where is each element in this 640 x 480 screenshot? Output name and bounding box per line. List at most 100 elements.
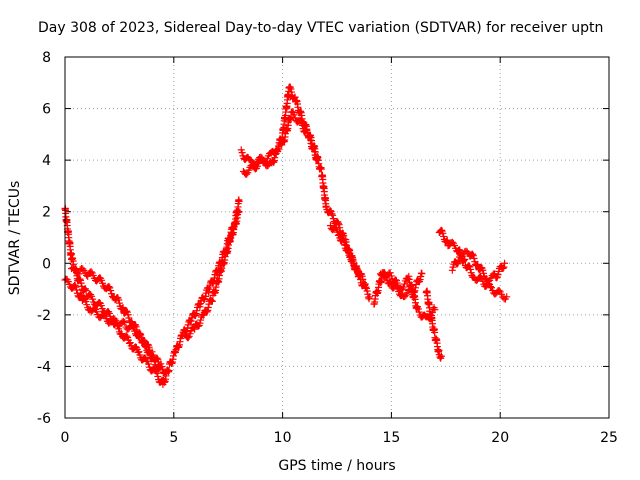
- data-point: [105, 283, 113, 291]
- data-point: [154, 372, 162, 380]
- data-point: [339, 235, 347, 243]
- data-point: [329, 211, 337, 219]
- data-point: [235, 208, 243, 216]
- data-point: [499, 264, 507, 272]
- data-point: [98, 276, 106, 284]
- data-point: [123, 332, 131, 340]
- x-tick-label: 10: [274, 430, 292, 446]
- data-point: [273, 148, 281, 156]
- data-point: [401, 293, 409, 301]
- data-point: [119, 303, 127, 311]
- data-point: [193, 307, 201, 315]
- data-point: [453, 260, 461, 268]
- data-point: [150, 353, 158, 361]
- data-point: [298, 118, 306, 126]
- data-point: [363, 287, 371, 295]
- data-point: [142, 343, 150, 351]
- y-axis-label: SDTVAR / TECUs: [7, 181, 23, 296]
- data-point: [366, 293, 374, 301]
- data-point: [449, 263, 457, 271]
- data-point: [155, 365, 163, 373]
- data-point: [290, 111, 298, 119]
- data-point: [382, 271, 390, 279]
- data-point: [132, 323, 140, 331]
- data-point: [73, 286, 81, 294]
- data-point: [469, 250, 477, 258]
- data-point: [494, 271, 502, 279]
- plot-frame: [64, 56, 610, 419]
- data-point: [436, 353, 444, 361]
- data-point: [480, 269, 488, 277]
- data-point: [474, 260, 482, 268]
- data-point: [335, 231, 343, 239]
- data-point: [123, 307, 131, 315]
- data-point: [359, 275, 367, 283]
- data-point: [358, 272, 366, 280]
- data-point: [463, 248, 471, 256]
- series-track-4: [159, 196, 243, 386]
- data-point: [340, 238, 348, 246]
- data-point: [82, 298, 90, 306]
- data-point: [465, 262, 473, 270]
- data-point: [313, 156, 321, 164]
- data-point: [202, 292, 210, 300]
- data-point: [440, 232, 448, 240]
- data-point: [437, 352, 445, 360]
- data-point: [418, 270, 426, 278]
- chart-title: Day 308 of 2023, Sidereal Day-to-day VTE…: [38, 20, 603, 36]
- x-axis-label: GPS time / hours: [278, 458, 395, 474]
- series-track-3: [68, 264, 163, 373]
- data-point: [124, 311, 132, 319]
- data-point: [119, 317, 127, 325]
- data-point: [387, 272, 395, 280]
- y-tick-label: 4: [42, 153, 51, 169]
- data-point: [118, 305, 126, 313]
- data-point: [115, 296, 123, 304]
- data-point: [437, 226, 445, 234]
- data-point: [470, 254, 478, 262]
- data-point: [105, 308, 113, 316]
- data-point: [184, 334, 192, 342]
- data-point: [118, 305, 126, 313]
- data-point: [400, 283, 408, 291]
- data-point: [82, 285, 90, 293]
- data-point: [97, 302, 105, 310]
- data-point: [415, 308, 423, 316]
- x-tick-label: 20: [491, 430, 509, 446]
- data-point: [387, 278, 395, 286]
- series-track-9: [326, 222, 369, 289]
- data-point: [187, 317, 195, 325]
- data-point: [87, 291, 95, 299]
- data-point: [329, 215, 337, 223]
- data-point: [151, 358, 159, 366]
- data-point: [89, 295, 97, 303]
- y-tick-label: 2: [42, 205, 51, 221]
- data-point: [473, 261, 481, 269]
- data-point: [493, 274, 501, 282]
- series-track-14: [448, 247, 509, 285]
- y-tick-label: -6: [37, 411, 51, 427]
- data-point: [341, 241, 349, 249]
- data-point: [197, 316, 205, 324]
- y-tick-label: 6: [42, 102, 51, 118]
- data-point: [154, 363, 162, 371]
- series-track-11: [377, 269, 426, 301]
- data-point: [361, 280, 369, 288]
- y-tick-label: 0: [42, 256, 51, 272]
- data-point: [186, 330, 194, 338]
- data-point: [298, 121, 306, 129]
- data-point: [107, 287, 115, 295]
- series-track-5: [181, 208, 243, 342]
- data-point: [303, 129, 311, 137]
- data-point: [439, 229, 447, 237]
- data-point: [100, 310, 108, 318]
- data-point: [443, 237, 451, 245]
- y-tick-label: -4: [37, 359, 51, 375]
- data-point: [448, 266, 456, 274]
- data-point: [140, 337, 148, 345]
- data-point: [332, 224, 340, 232]
- data-point: [500, 263, 508, 271]
- series-track-7: [239, 108, 321, 178]
- data-point: [128, 318, 136, 326]
- x-tick-label: 5: [169, 430, 178, 446]
